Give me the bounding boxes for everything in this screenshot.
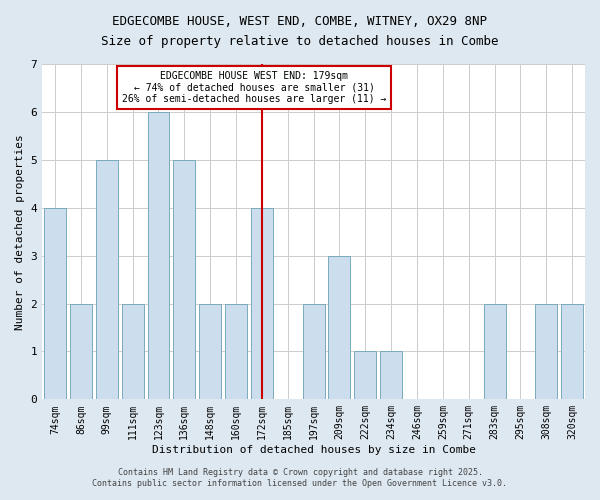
Bar (44, 208, 66, 400)
Text: Size of property relative to detached houses in Combe: Size of property relative to detached ho… (101, 35, 499, 48)
Bar (199, 304, 221, 400)
Bar (354, 352, 376, 400)
Bar (225, 304, 247, 400)
Bar (380, 352, 402, 400)
Y-axis label: Number of detached properties: Number of detached properties (15, 134, 25, 330)
Text: EDGECOMBE HOUSE, WEST END, COMBE, WITNEY, OX29 8NP: EDGECOMBE HOUSE, WEST END, COMBE, WITNEY… (113, 15, 487, 28)
Bar (122, 304, 143, 400)
X-axis label: Distribution of detached houses by size in Combe: Distribution of detached houses by size … (152, 445, 476, 455)
Text: Contains HM Land Registry data © Crown copyright and database right 2025.
Contai: Contains HM Land Registry data © Crown c… (92, 468, 508, 487)
Bar (328, 256, 350, 400)
Bar (484, 304, 506, 400)
Bar (96, 160, 118, 400)
Bar (561, 304, 583, 400)
Bar (302, 304, 325, 400)
Text: EDGECOMBE HOUSE WEST END: 179sqm
← 74% of detached houses are smaller (31)
26% o: EDGECOMBE HOUSE WEST END: 179sqm ← 74% o… (122, 71, 386, 104)
Bar (173, 160, 196, 400)
Bar (535, 304, 557, 400)
Bar (251, 208, 273, 400)
Bar (148, 112, 169, 400)
Bar (70, 304, 92, 400)
